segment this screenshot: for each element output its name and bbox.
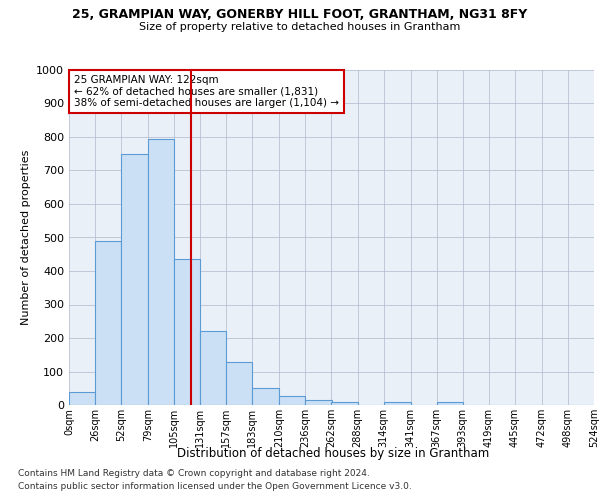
Bar xyxy=(253,388,280,405)
Bar xyxy=(305,400,331,405)
Bar xyxy=(174,260,200,405)
Bar xyxy=(280,396,305,405)
Bar xyxy=(226,362,253,405)
Bar xyxy=(331,402,358,405)
Bar xyxy=(437,402,463,405)
Bar xyxy=(383,402,410,405)
Text: Size of property relative to detached houses in Grantham: Size of property relative to detached ho… xyxy=(139,22,461,32)
Text: Distribution of detached houses by size in Grantham: Distribution of detached houses by size … xyxy=(177,448,489,460)
Bar xyxy=(121,154,148,405)
Text: 25, GRAMPIAN WAY, GONERBY HILL FOOT, GRANTHAM, NG31 8FY: 25, GRAMPIAN WAY, GONERBY HILL FOOT, GRA… xyxy=(73,8,527,20)
Bar xyxy=(95,241,121,405)
Bar xyxy=(148,138,174,405)
Bar xyxy=(69,392,95,405)
Text: Contains HM Land Registry data © Crown copyright and database right 2024.: Contains HM Land Registry data © Crown c… xyxy=(18,468,370,477)
Text: Contains public sector information licensed under the Open Government Licence v3: Contains public sector information licen… xyxy=(18,482,412,491)
Y-axis label: Number of detached properties: Number of detached properties xyxy=(20,150,31,325)
Bar xyxy=(200,332,226,405)
Text: 25 GRAMPIAN WAY: 122sqm
← 62% of detached houses are smaller (1,831)
38% of semi: 25 GRAMPIAN WAY: 122sqm ← 62% of detache… xyxy=(74,75,339,108)
